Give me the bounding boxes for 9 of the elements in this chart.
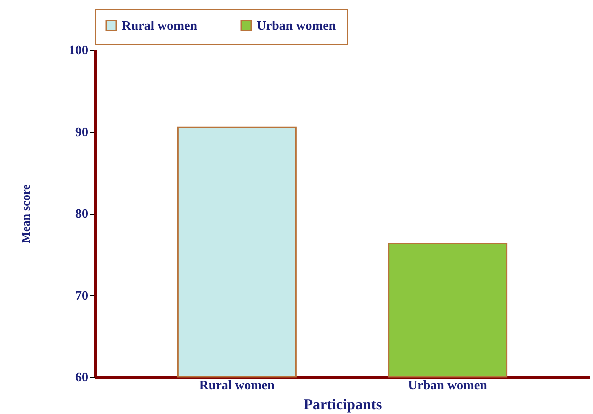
x-axis-title: Participants <box>304 398 382 414</box>
y-tick-label: 100 <box>69 42 88 58</box>
legend-label: Urban women <box>257 18 337 33</box>
y-tick-label: 90 <box>76 124 88 140</box>
y-tick-label: 80 <box>76 206 88 221</box>
y-tick-label: 70 <box>76 288 88 303</box>
y-axis-title: Mean score <box>19 184 33 244</box>
y-tick-label: 60 <box>76 370 88 384</box>
legend-label: Rural women <box>122 18 198 33</box>
